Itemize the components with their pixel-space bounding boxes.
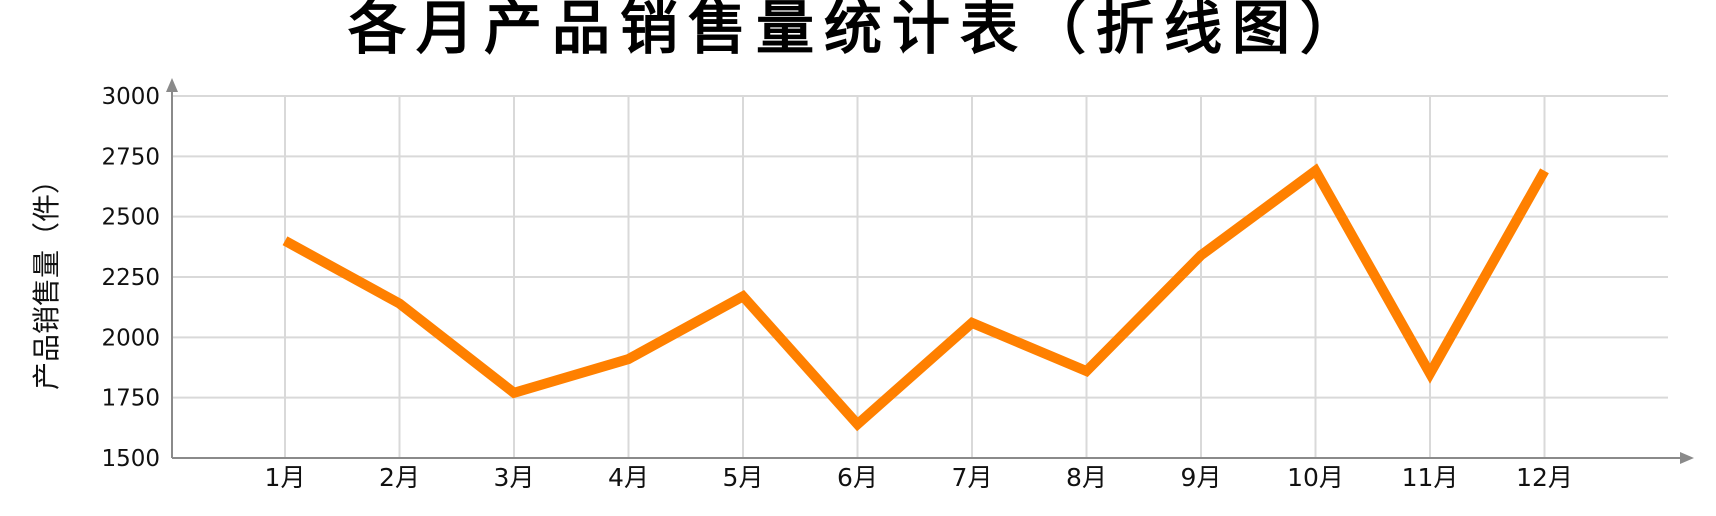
chart-title: 各月产品销售量统计表（折线图） <box>348 0 1368 62</box>
y-tick-label: 1750 <box>101 386 160 412</box>
labels-layer: 1500 1750 2000 2250 2500 2750 3000 1月 2月 3月 4月 5月 6月… <box>101 84 1572 492</box>
x-tick-label: 11月 <box>1402 463 1459 492</box>
x-tick-label: 5月 <box>723 463 764 492</box>
sales-series-line <box>282 163 1549 432</box>
axes-layer <box>166 78 1694 464</box>
x-tick-label: 1月 <box>265 463 306 492</box>
y-axis-arrow <box>166 78 178 92</box>
y-axis-title: 产品销售量（件） <box>30 166 63 390</box>
y-tick-label: 2750 <box>101 144 160 170</box>
series-layer <box>282 163 1549 432</box>
x-tick-label: 8月 <box>1066 463 1107 492</box>
y-tick-label: 3000 <box>101 84 160 110</box>
y-tick-label: 2250 <box>101 265 160 291</box>
x-tick-label: 4月 <box>608 463 649 492</box>
y-tick-label: 2000 <box>101 325 160 351</box>
y-tick-label: 1500 <box>101 446 160 472</box>
x-tick-label: 2月 <box>379 463 420 492</box>
y-tick-label: 2500 <box>101 205 160 231</box>
x-tick-label: 7月 <box>952 463 993 492</box>
x-axis-arrow <box>1680 452 1694 464</box>
x-tick-label: 9月 <box>1181 463 1222 492</box>
x-tick-label: 6月 <box>837 463 878 492</box>
x-tick-label: 12月 <box>1516 463 1573 492</box>
x-tick-label: 10月 <box>1287 463 1344 492</box>
x-tick-label: 3月 <box>494 463 535 492</box>
grid-layer <box>172 95 1668 459</box>
